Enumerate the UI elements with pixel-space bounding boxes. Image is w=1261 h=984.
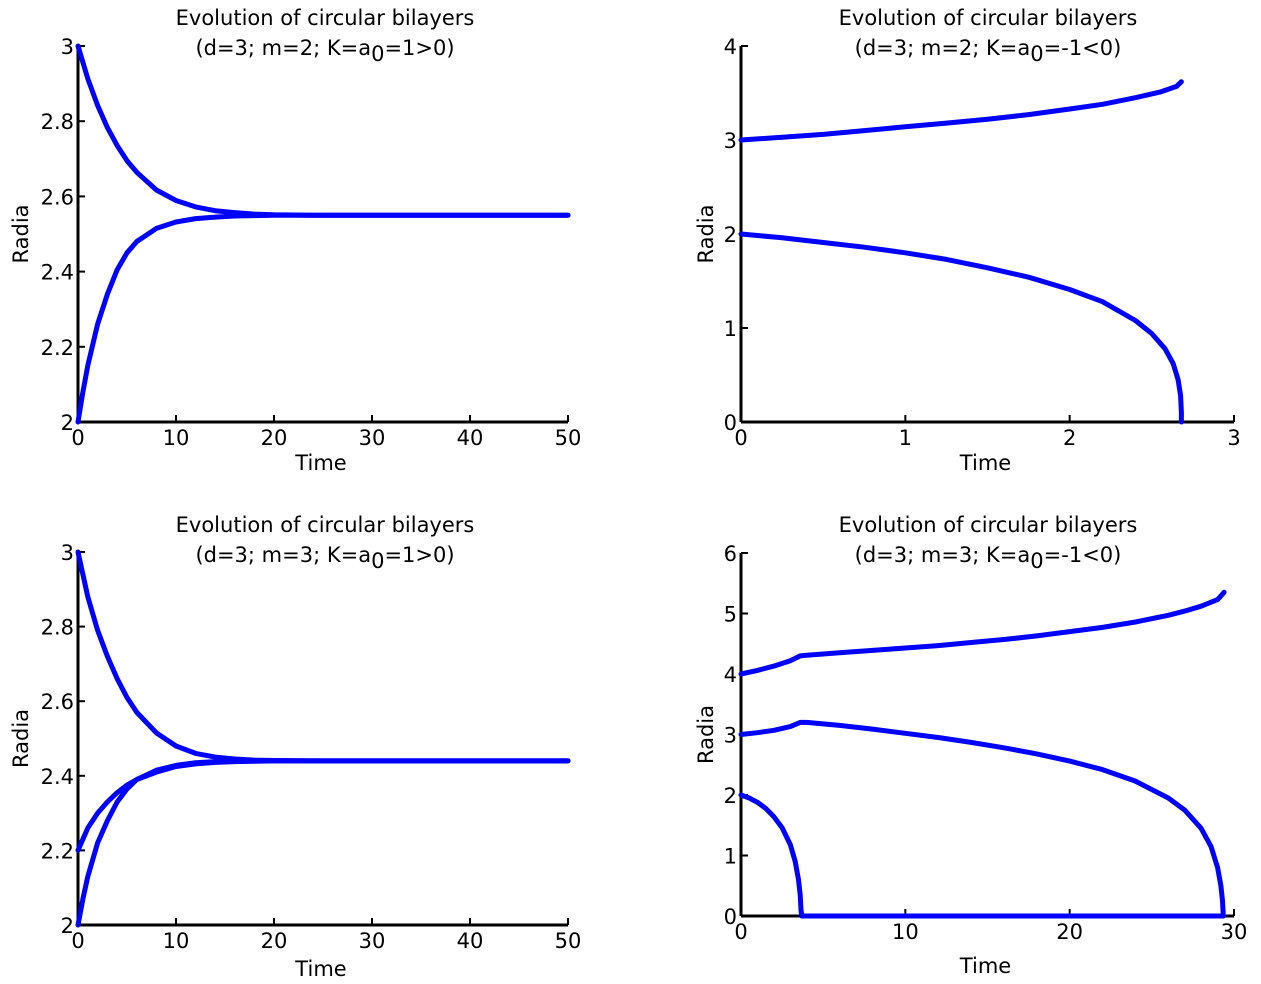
y-axis-label: Radia [9, 204, 33, 263]
series-line-2 [738, 231, 1184, 425]
y-tick-label: 2.8 [41, 110, 74, 134]
y-tick-label: 3 [61, 35, 74, 59]
series-line-1 [738, 79, 1184, 143]
x-axis-label: Time [294, 957, 346, 981]
x-tick-label: 2 [1063, 426, 1076, 450]
series-line-2 [75, 212, 571, 425]
y-tick-label: 2 [61, 914, 74, 938]
y-tick-label: 2.4 [41, 765, 74, 789]
series-line-3 [75, 758, 571, 928]
y-tick-label: 3 [724, 129, 737, 153]
x-tick-label: 20 [261, 929, 288, 953]
x-axis-label: Time [959, 954, 1011, 978]
y-axis-label: Radia [9, 709, 33, 768]
x-tick-label: 0 [734, 920, 747, 944]
series-line-1 [738, 589, 1227, 677]
y-tick-label: 2.2 [41, 839, 74, 863]
y-tick-label: 0 [724, 411, 737, 435]
chart-subtitle: (d=3; m=2; K=a0=-1<0) [855, 36, 1122, 66]
y-tick-label: 3 [61, 541, 74, 565]
x-tick-label: 40 [457, 426, 484, 450]
series-line-2 [738, 719, 1226, 919]
x-tick-label: 30 [359, 426, 386, 450]
chart-title: Evolution of circular bilayers [176, 6, 475, 30]
x-axis-label: Time [959, 451, 1011, 475]
y-tick-label: 1 [724, 845, 737, 869]
chart-subtitle: (d=3; m=3; K=a0=1>0) [195, 543, 454, 573]
x-axis-label: Time [294, 451, 346, 475]
x-tick-label: 0 [71, 426, 84, 450]
series-line-1 [75, 43, 571, 218]
chart-title: Evolution of circular bilayers [176, 513, 475, 537]
series-line-3 [738, 792, 1226, 919]
x-tick-label: 30 [359, 929, 386, 953]
chart-subtitle: (d=3; m=3; K=a0=-1<0) [855, 543, 1122, 573]
chart-title: Evolution of circular bilayers [839, 6, 1138, 30]
x-tick-label: 0 [71, 929, 84, 953]
y-tick-label: 4 [724, 663, 737, 687]
y-tick-label: 2.6 [41, 185, 74, 209]
x-tick-label: 20 [261, 426, 288, 450]
x-tick-label: 20 [1056, 920, 1083, 944]
y-tick-label: 2.2 [41, 336, 74, 360]
y-tick-label: 2.4 [41, 261, 74, 285]
y-tick-label: 2.8 [41, 616, 74, 640]
chart-title: Evolution of circular bilayers [839, 513, 1138, 537]
x-tick-label: 30 [1221, 920, 1248, 944]
x-tick-label: 50 [555, 929, 582, 953]
y-tick-label: 0 [724, 905, 737, 929]
y-tick-label: 1 [724, 317, 737, 341]
chart-subtitle: (d=3; m=2; K=a0=1>0) [195, 36, 454, 66]
chart-panel-2: Evolution of circular bilayers (d=3; m=2;… [694, 6, 1241, 475]
y-axis-label: Radia [694, 204, 718, 263]
x-tick-label: 10 [163, 426, 190, 450]
y-tick-label: 5 [724, 603, 737, 627]
y-tick-label: 2 [61, 411, 74, 435]
y-tick-label: 3 [724, 724, 737, 748]
x-tick-label: 10 [892, 920, 919, 944]
y-tick-label: 2.6 [41, 690, 74, 714]
chart-panel-1: Evolution of circular bilayers (d=3; m=2;… [9, 6, 581, 475]
chart-panel-3: Evolution of circular bilayers (d=3; m=3;… [9, 513, 581, 981]
x-tick-label: 10 [163, 929, 190, 953]
series-line-1 [75, 549, 571, 764]
x-tick-label: 0 [734, 426, 747, 450]
x-tick-label: 3 [1227, 426, 1240, 450]
y-tick-label: 2 [724, 784, 737, 808]
y-axis-label: Radia [694, 705, 718, 764]
x-tick-label: 50 [555, 426, 582, 450]
x-tick-label: 1 [899, 426, 912, 450]
y-tick-label: 2 [724, 223, 737, 247]
y-tick-label: 4 [724, 35, 737, 59]
chart-panel-4: Evolution of circular bilayers (d=3; m=3;… [694, 513, 1247, 978]
y-tick-label: 6 [724, 542, 737, 566]
x-tick-label: 40 [457, 929, 484, 953]
